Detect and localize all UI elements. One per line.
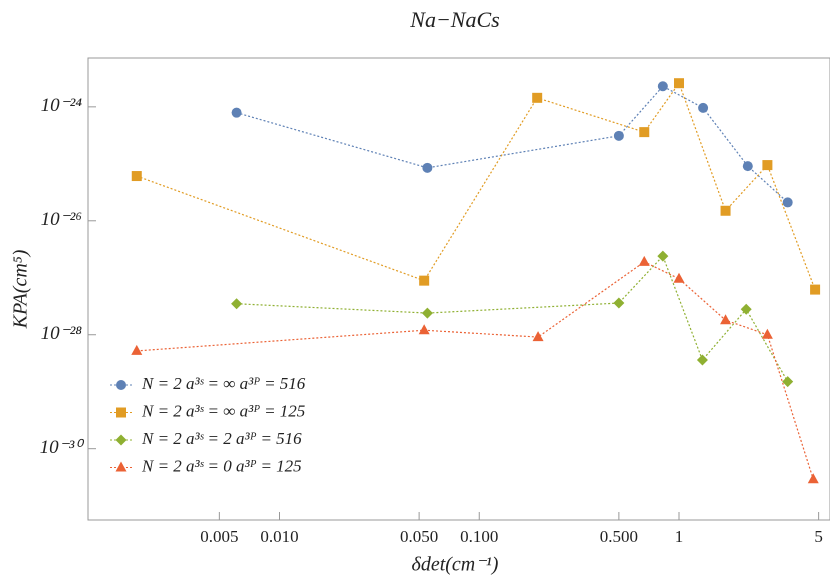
legend-marker — [115, 434, 127, 446]
chart-title: Na−NaCs — [409, 7, 499, 32]
point — [231, 107, 242, 118]
point — [613, 130, 624, 141]
point — [639, 127, 650, 138]
plot-frame — [87, 57, 830, 521]
point — [673, 272, 685, 283]
point — [740, 303, 752, 315]
legend-label: N = 2 a³ˢ = ∞ a³ᴾ = 516 — [141, 374, 306, 393]
x-tick-label: 0.100 — [460, 527, 498, 546]
point — [613, 297, 625, 309]
point — [742, 161, 753, 172]
y-tick-label: 10⁻²⁶ — [41, 209, 82, 230]
point — [131, 171, 142, 182]
point — [761, 328, 773, 339]
point — [657, 81, 668, 92]
y-axis-label: KPA(cm⁵) — [10, 249, 32, 329]
y-tick-label: 10⁻²⁴ — [41, 95, 83, 116]
point — [674, 78, 685, 89]
x-axis-label: δdet(cm⁻¹) — [412, 554, 499, 576]
legend-label: N = 2 a³ˢ = ∞ a³ᴾ = 125 — [141, 401, 305, 420]
x-tick-label: 0.010 — [260, 527, 298, 546]
point — [638, 255, 650, 266]
point — [782, 197, 793, 208]
point — [421, 307, 433, 319]
point — [720, 205, 731, 216]
point — [419, 275, 430, 286]
x-tick-label: 0.050 — [400, 527, 438, 546]
point — [762, 160, 773, 171]
point — [131, 344, 143, 355]
series-line — [136, 81, 816, 290]
point — [532, 331, 544, 342]
point — [532, 92, 543, 103]
x-tick-label: 5 — [814, 527, 823, 546]
point — [231, 298, 243, 310]
legend-marker — [116, 407, 126, 418]
point — [698, 102, 709, 113]
point — [422, 162, 433, 173]
legend-marker — [115, 461, 127, 472]
y-tick-label: 10⁻²⁸ — [41, 323, 83, 344]
legend-marker — [116, 380, 126, 390]
x-tick-label: 0.005 — [200, 527, 238, 546]
point — [782, 376, 794, 388]
x-tick-label: 1 — [675, 527, 684, 546]
point — [657, 250, 669, 262]
y-tick-label: 10⁻³⁰ — [40, 437, 85, 458]
legend-label: N = 2 a³ˢ = 2 a³ᴾ = 516 — [141, 429, 302, 448]
x-tick-label: 0.500 — [600, 527, 638, 546]
point — [807, 473, 819, 484]
point — [810, 284, 821, 295]
point — [696, 354, 708, 366]
point — [418, 324, 430, 335]
point — [720, 314, 732, 325]
legend-label: N = 2 a³ˢ = 0 a³ᴾ = 125 — [141, 456, 302, 475]
